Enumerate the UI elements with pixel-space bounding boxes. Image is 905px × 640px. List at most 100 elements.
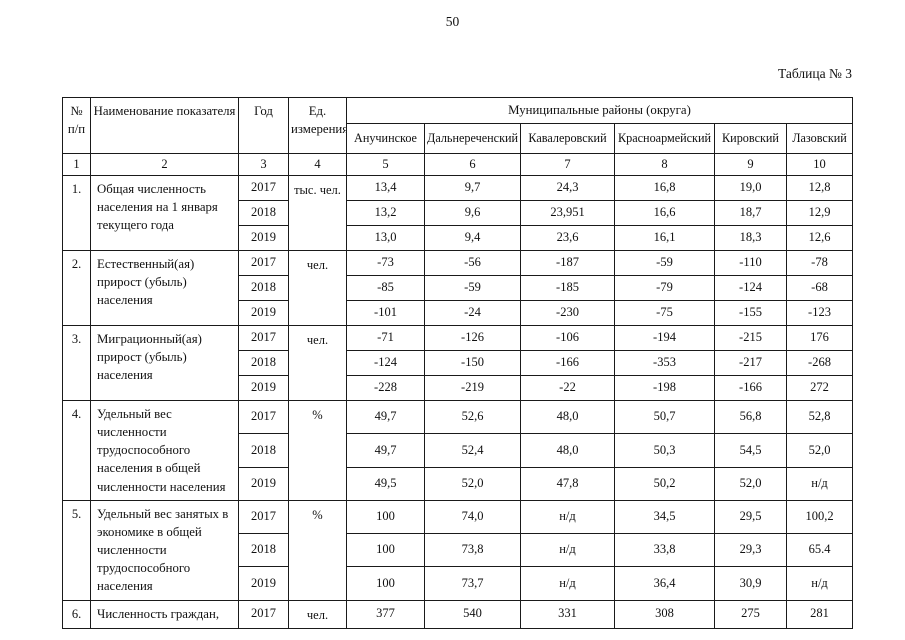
value-cell: 52,0 <box>714 466 787 501</box>
value-cell: 12,9 <box>785 200 854 226</box>
value-cell: 47,8 <box>520 466 615 501</box>
value-cell: 275 <box>714 599 787 629</box>
year-cell: 2019 <box>238 566 289 601</box>
value-cell: 73,8 <box>424 533 521 568</box>
value-cell: -56 <box>424 250 521 276</box>
table-row: 2018 100 73,8 н/д 33,8 29,3 65.4 <box>63 533 854 568</box>
value-cell: 48,0 <box>520 433 615 468</box>
indicator-name-cell: Удельный вес численности трудоспособного… <box>90 400 239 501</box>
page-number: 50 <box>445 14 460 29</box>
value-cell: 18,7 <box>714 200 787 226</box>
year-cell: 2019 <box>238 225 289 251</box>
value-cell: н/д <box>785 466 854 501</box>
indicator-name-cell: Удельный вес занятых в экономике в общей… <box>90 499 239 601</box>
value-cell: 49,7 <box>346 399 425 435</box>
value-cell: 100 <box>346 566 425 601</box>
header-district: Анучинское <box>346 123 425 154</box>
row-number-cell: 1. <box>62 175 91 251</box>
value-cell: н/д <box>520 566 615 601</box>
value-cell: 12,8 <box>785 175 854 201</box>
header-year: Год <box>238 97 289 154</box>
value-cell: 272 <box>785 375 854 401</box>
year-cell: 2018 <box>238 200 289 226</box>
value-cell: 56,8 <box>714 399 787 435</box>
value-cell: -230 <box>520 300 615 326</box>
value-cell: -185 <box>520 275 615 301</box>
value-cell: 49,7 <box>346 433 425 468</box>
row-number-cell: 5. <box>62 499 91 601</box>
table-row: 2. Естественный(ая) прирост (убыль) насел… <box>62 250 854 326</box>
header-row-column-numbers: 1 2 3 4 5 6 7 8 9 10 <box>62 153 854 176</box>
value-cell: -106 <box>520 325 615 351</box>
column-number: 9 <box>714 153 787 176</box>
value-cell: 19,0 <box>714 175 787 201</box>
year-cell: 2018 <box>238 275 289 301</box>
year-cell: 2019 <box>238 300 289 326</box>
value-cell: 48,0 <box>520 399 615 435</box>
table-row: 4. Удельный вес численности трудоспособно… <box>62 399 854 501</box>
value-cell: 9,4 <box>424 225 521 251</box>
value-cell: 49,5 <box>346 466 425 501</box>
row-number-cell: 6. <box>62 599 91 629</box>
value-cell: 23,951 <box>520 200 615 226</box>
table-body: 1. Общая численность населения на 1 январ… <box>62 175 854 629</box>
value-cell: 24,3 <box>520 175 615 201</box>
table-row: 2019 -101 -24 -230 -75 -155 -123 <box>63 300 854 326</box>
value-cell: 52,8 <box>785 399 854 435</box>
table-row: 2019 13,0 9,4 23,6 16,1 18,3 12,6 <box>63 225 854 251</box>
year-cell: 2017 <box>238 399 289 435</box>
year-cell: 2017 <box>238 250 289 276</box>
row-number-cell: 3. <box>62 325 91 401</box>
header-row-districts: Анучинское Дальнереченский Кавалеровский… <box>63 123 854 154</box>
value-cell: 52,6 <box>424 399 521 435</box>
value-cell: 331 <box>520 599 615 629</box>
value-cell: 50,3 <box>614 433 715 468</box>
value-cell: -166 <box>714 375 787 401</box>
year-cell: 2017 <box>238 599 289 629</box>
column-number: 7 <box>520 153 615 176</box>
value-cell: 13,2 <box>346 200 425 226</box>
header-district: Красноармейский <box>614 123 715 154</box>
value-cell: 16,6 <box>614 200 715 226</box>
value-cell: 100,2 <box>785 499 854 535</box>
year-cell: 2019 <box>238 375 289 401</box>
column-number: 10 <box>785 153 854 176</box>
value-cell: 52,0 <box>424 466 521 501</box>
table-row: 2018 49,7 52,4 48,0 50,3 54,5 52,0 <box>63 433 854 468</box>
value-cell: 34,5 <box>614 499 715 535</box>
header-district: Лазовский <box>785 123 854 154</box>
header-districts-group: Муниципальные районы (округа) <box>345 97 854 124</box>
value-cell: -166 <box>520 350 615 376</box>
table-row: 3. Миграционный(ая) прирост (убыль) насел… <box>62 325 854 401</box>
column-number: 4 <box>288 153 347 176</box>
unit-cell: тыс. чел. <box>288 175 347 251</box>
value-cell: 176 <box>785 325 854 351</box>
table-row: 6. Численность граждан, 2017 чел. 377 540 331 3… <box>62 599 854 629</box>
year-cell: 2017 <box>238 499 289 535</box>
unit-cell: чел. <box>288 250 347 326</box>
value-cell: 29,5 <box>714 499 787 535</box>
table-row: 5. Удельный вес занятых в экономике в общ… <box>62 499 854 601</box>
value-cell: 13,0 <box>346 225 425 251</box>
value-cell: 50,7 <box>614 399 715 435</box>
year-cell: 2019 <box>238 466 289 501</box>
year-cell: 2017 <box>238 175 289 201</box>
column-number: 8 <box>614 153 715 176</box>
table-row: 2018 -85 -59 -185 -79 -124 -68 <box>63 275 854 301</box>
value-cell: -217 <box>714 350 787 376</box>
value-cell: -194 <box>614 325 715 351</box>
value-cell: 50,2 <box>614 466 715 501</box>
value-cell: 377 <box>346 599 425 629</box>
value-cell: -268 <box>785 350 854 376</box>
header-district: Кировский <box>714 123 787 154</box>
value-cell: -59 <box>614 250 715 276</box>
value-cell: 281 <box>785 599 854 629</box>
table-caption: Таблица № 3 <box>778 66 852 81</box>
value-cell: 12,6 <box>785 225 854 251</box>
table-row: 2019 49,5 52,0 47,8 50,2 52,0 н/д <box>63 466 854 501</box>
value-cell: 13,4 <box>346 175 425 201</box>
year-cell: 2018 <box>238 433 289 468</box>
value-cell: 29,3 <box>714 533 787 568</box>
column-number: 3 <box>238 153 289 176</box>
